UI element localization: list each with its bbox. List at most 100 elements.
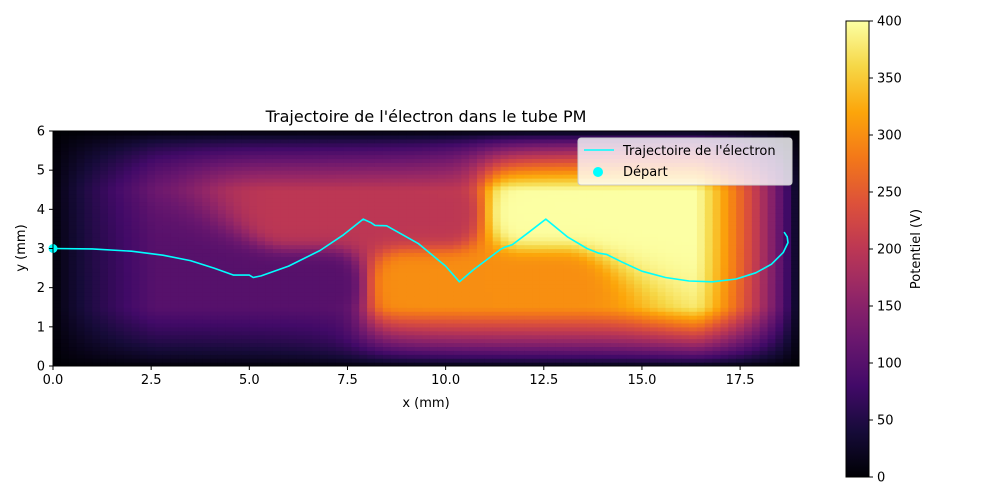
heatmap-cell [296, 256, 305, 261]
heatmap-cell [359, 275, 368, 281]
heatmap-cell [186, 295, 195, 301]
heatmap-cell [461, 319, 470, 324]
heatmap-cell [477, 154, 486, 160]
heatmap-cell [170, 272, 180, 277]
heatmap-cell [649, 275, 659, 281]
heatmap-cell [304, 134, 313, 140]
heatmap-cell [406, 142, 415, 148]
heatmap-cell [147, 252, 156, 257]
heatmap-cell [162, 146, 172, 152]
heatmap-cell [524, 295, 533, 301]
heatmap-cell [374, 346, 384, 351]
heatmap-cell [351, 240, 360, 246]
heatmap-cell [681, 185, 690, 191]
heatmap-cell [414, 319, 423, 324]
heatmap-cell [681, 256, 690, 261]
heatmap-cell [429, 197, 439, 203]
heatmap-cell [374, 189, 384, 195]
heatmap-cell [406, 272, 415, 277]
heatmap-cell [92, 174, 101, 179]
heatmap-cell [571, 362, 580, 366]
heatmap-cell [249, 240, 258, 246]
heatmap-cell [351, 272, 360, 277]
heatmap-cell [429, 201, 439, 207]
heatmap-cell [84, 170, 93, 175]
heatmap-cell [673, 295, 682, 301]
heatmap-cell [508, 166, 517, 171]
heatmap-cell [147, 205, 156, 210]
heatmap-cell [696, 275, 706, 281]
heatmap-cell [516, 162, 525, 167]
heatmap-cell [162, 209, 172, 214]
heatmap-cell [461, 189, 470, 195]
heatmap-cell [123, 209, 133, 214]
heatmap-cell [225, 209, 235, 214]
heatmap-cell [516, 338, 525, 344]
heatmap-cell [170, 275, 180, 281]
heatmap-cell [469, 146, 478, 152]
heatmap-cell [139, 162, 148, 167]
heatmap-cell [84, 228, 93, 234]
heatmap-cell [610, 272, 619, 277]
heatmap-cell [312, 264, 321, 269]
heatmap-cell [241, 319, 250, 324]
heatmap-cell [461, 213, 470, 218]
heatmap-cell [84, 307, 93, 312]
heatmap-cell [155, 170, 164, 175]
heatmap-cell [390, 209, 400, 214]
heatmap-cell [202, 283, 211, 289]
heatmap-cell [359, 185, 368, 191]
heatmap-cell [681, 283, 690, 289]
heatmap-cell [343, 174, 352, 179]
heatmap-cell [374, 330, 384, 336]
heatmap-cell [696, 134, 706, 140]
heatmap-cell [516, 346, 525, 351]
heatmap-cell [162, 134, 172, 140]
heatmap-cell [555, 138, 565, 144]
heatmap-cell [241, 201, 250, 207]
heatmap-cell [390, 205, 400, 210]
heatmap-cell [422, 131, 431, 136]
heatmap-cell [516, 217, 525, 222]
heatmap-cell [296, 158, 305, 163]
heatmap-cell [429, 236, 439, 242]
heatmap-cell [390, 291, 400, 297]
heatmap-cell [484, 213, 494, 218]
heatmap-cell [194, 158, 203, 163]
heatmap-cell [390, 326, 400, 332]
heatmap-cell [445, 358, 455, 363]
heatmap-cell [76, 134, 86, 140]
heatmap-cell [610, 197, 619, 203]
heatmap-cell [579, 248, 588, 254]
heatmap-cell [304, 295, 313, 301]
heatmap-cell [626, 358, 635, 363]
heatmap-cell [477, 334, 486, 340]
heatmap-cell [610, 232, 619, 238]
heatmap-cell [107, 225, 117, 230]
heatmap-cell [359, 260, 368, 265]
heatmap-cell [406, 146, 415, 152]
heatmap-cell [641, 256, 651, 261]
heatmap-cell [508, 362, 517, 366]
heatmap-cell [484, 287, 494, 293]
heatmap-cell [429, 354, 439, 359]
heatmap-cell [327, 228, 337, 234]
heatmap-cell [304, 268, 313, 273]
heatmap-cell [84, 209, 93, 214]
heatmap-cell [68, 240, 78, 246]
heatmap-cell [500, 319, 510, 324]
heatmap-cell [477, 178, 486, 183]
heatmap-cell [539, 138, 549, 144]
heatmap-cell [319, 338, 329, 344]
heatmap-cell [304, 346, 313, 351]
heatmap-cell [210, 205, 219, 210]
heatmap-cell [469, 354, 478, 359]
heatmap-cell [194, 264, 203, 269]
heatmap-cell [288, 131, 298, 136]
heatmap-cell [351, 330, 360, 336]
heatmap-cell [367, 232, 376, 238]
heatmap-cell [107, 150, 117, 156]
heatmap-cell [437, 197, 447, 203]
heatmap-cell [618, 264, 627, 269]
heatmap-cell [634, 256, 643, 261]
